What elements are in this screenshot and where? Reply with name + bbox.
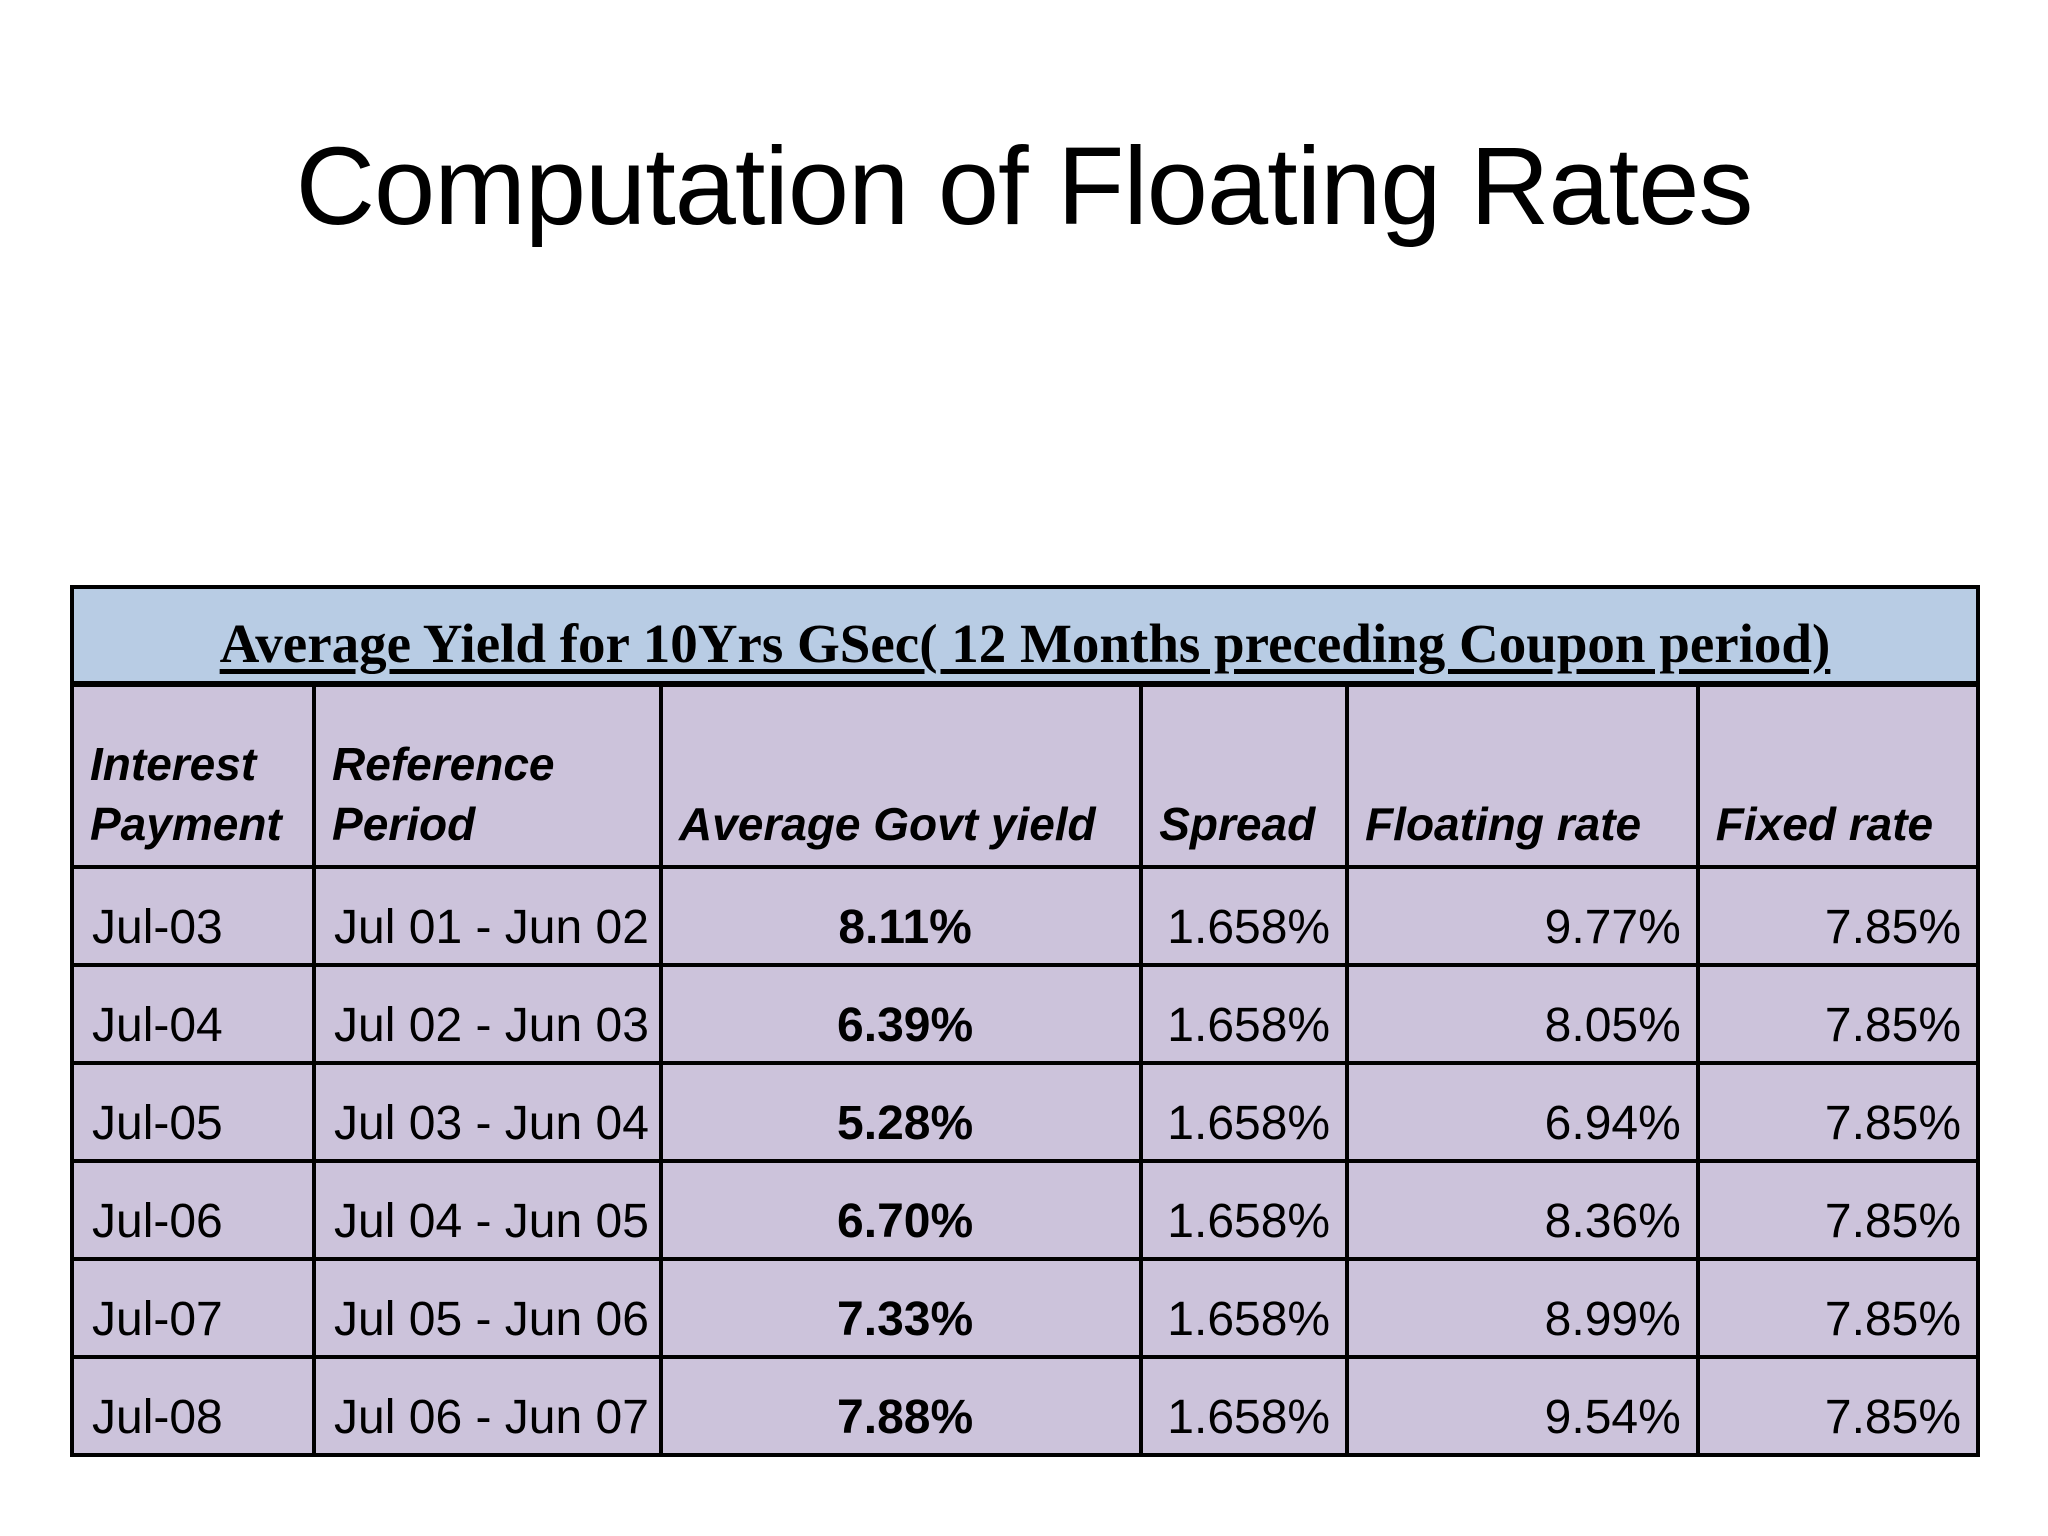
cell-reference-period: Jul 05 - Jun 06 (312, 1257, 663, 1359)
cell-interest-payment: Jul-06 (69, 1159, 317, 1261)
cell-reference-period: Jul 06 - Jun 07 (312, 1355, 663, 1457)
cell-spread: 1.658% (1139, 963, 1350, 1065)
table-row: Jul-08 Jul 06 - Jun 07 7.88% 1.658% 9.54… (69, 1355, 1981, 1457)
column-header-interest-payment: Interest Payment (69, 682, 317, 869)
cell-spread: 1.658% (1139, 1355, 1350, 1457)
cell-fixed-rate: 7.85% (1695, 1061, 1981, 1163)
table-header-row: Interest Payment Reference Period Averag… (69, 682, 1981, 869)
table-row: Jul-04 Jul 02 - Jun 03 6.39% 1.658% 8.05… (69, 963, 1981, 1065)
cell-fixed-rate: 7.85% (1695, 1257, 1981, 1359)
table-caption-row: Average Yield for 10Yrs GSec( 12 Months … (70, 585, 1980, 687)
cell-interest-payment: Jul-08 (69, 1355, 317, 1457)
cell-interest-payment: Jul-05 (69, 1061, 317, 1163)
cell-average-govt-yield: 7.88% (658, 1355, 1144, 1457)
cell-reference-period: Jul 01 - Jun 02 (312, 865, 663, 967)
table-caption-cell: Average Yield for 10Yrs GSec( 12 Months … (70, 585, 1980, 687)
rates-table-container: Average Yield for 10Yrs GSec( 12 Months … (69, 585, 1981, 1457)
table-row: Jul-03 Jul 01 - Jun 02 8.11% 1.658% 9.77… (69, 865, 1981, 967)
cell-average-govt-yield: 6.39% (658, 963, 1144, 1065)
slide-title: Computation of Floating Rates (295, 125, 1754, 248)
table-row: Jul-07 Jul 05 - Jun 06 7.33% 1.658% 8.99… (69, 1257, 1981, 1359)
table-caption: Average Yield for 10Yrs GSec( 12 Months … (219, 613, 1831, 674)
cell-floating-rate: 9.77% (1345, 865, 1700, 967)
cell-reference-period: Jul 04 - Jun 05 (312, 1159, 663, 1261)
cell-average-govt-yield: 7.33% (658, 1257, 1144, 1359)
cell-fixed-rate: 7.85% (1695, 865, 1981, 967)
column-header-reference-period: Reference Period (312, 682, 663, 869)
cell-interest-payment: Jul-04 (69, 963, 317, 1065)
cell-reference-period: Jul 03 - Jun 04 (312, 1061, 663, 1163)
cell-spread: 1.658% (1139, 865, 1350, 967)
cell-fixed-rate: 7.85% (1695, 1355, 1981, 1457)
cell-fixed-rate: 7.85% (1695, 963, 1981, 1065)
cell-average-govt-yield: 5.28% (658, 1061, 1144, 1163)
rates-table: Average Yield for 10Yrs GSec( 12 Months … (69, 585, 1981, 1457)
cell-floating-rate: 8.99% (1345, 1257, 1700, 1359)
column-header-spread: Spread (1139, 682, 1350, 869)
cell-interest-payment: Jul-07 (69, 1257, 317, 1359)
cell-floating-rate: 8.36% (1345, 1159, 1700, 1261)
cell-floating-rate: 8.05% (1345, 963, 1700, 1065)
cell-reference-period: Jul 02 - Jun 03 (312, 963, 663, 1065)
cell-floating-rate: 6.94% (1345, 1061, 1700, 1163)
cell-average-govt-yield: 6.70% (658, 1159, 1144, 1261)
cell-interest-payment: Jul-03 (69, 865, 317, 967)
cell-fixed-rate: 7.85% (1695, 1159, 1981, 1261)
table-row: Jul-05 Jul 03 - Jun 04 5.28% 1.658% 6.94… (69, 1061, 1981, 1163)
column-header-floating-rate: Floating rate (1345, 682, 1700, 869)
cell-floating-rate: 9.54% (1345, 1355, 1700, 1457)
column-header-fixed-rate: Fixed rate (1695, 682, 1981, 869)
cell-spread: 1.658% (1139, 1061, 1350, 1163)
cell-spread: 1.658% (1139, 1159, 1350, 1261)
cell-average-govt-yield: 8.11% (658, 865, 1144, 967)
table-row: Jul-06 Jul 04 - Jun 05 6.70% 1.658% 8.36… (69, 1159, 1981, 1261)
cell-spread: 1.658% (1139, 1257, 1350, 1359)
column-header-average-govt-yield: Average Govt yield (658, 682, 1144, 869)
